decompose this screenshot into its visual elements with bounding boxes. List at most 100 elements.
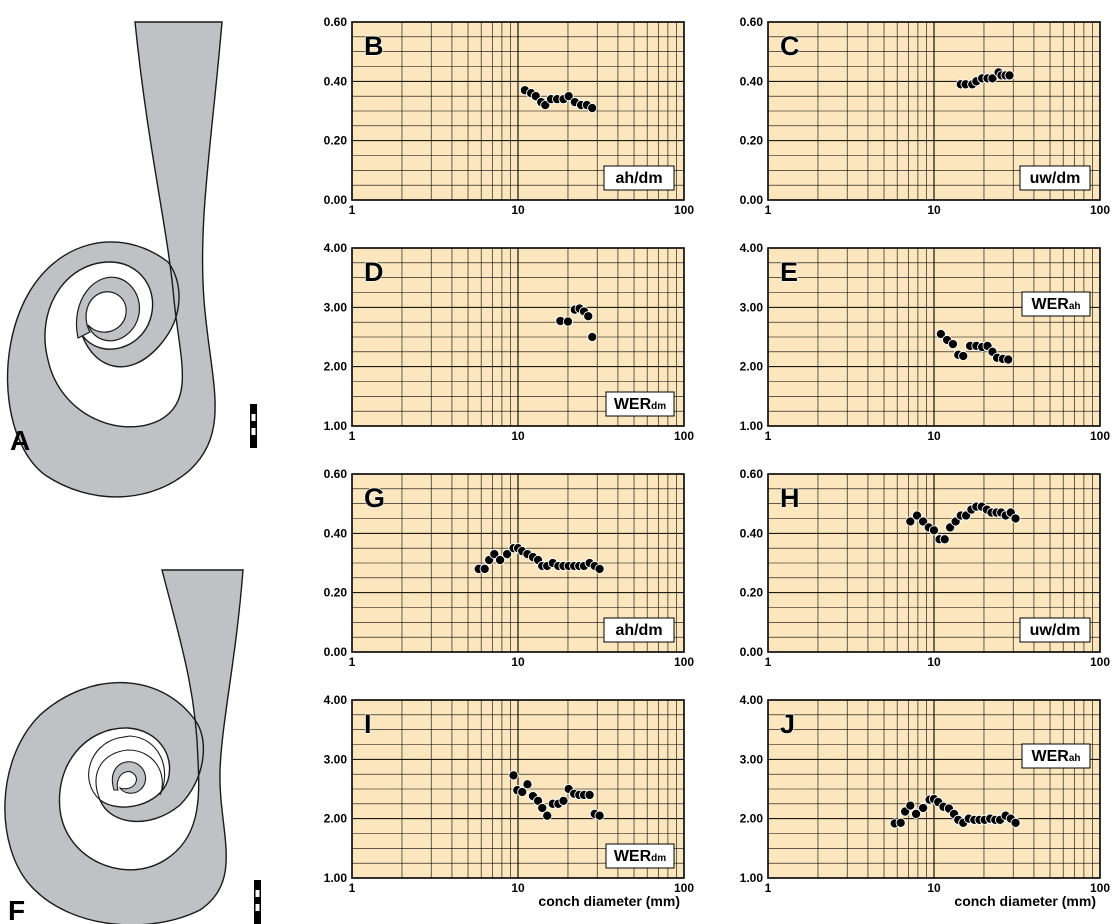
chart-panel-letter: D: [364, 257, 384, 287]
plot-frame: [351, 473, 685, 653]
plot-frame: [767, 21, 1101, 201]
variable-label: WERah: [1032, 748, 1081, 765]
y-tick-label: 1.00: [740, 419, 764, 433]
chart-d: 1.00 2.00 3.00 4.00 1 10 100 D WERdm: [324, 241, 695, 443]
y-tick-label: 0.00: [324, 193, 348, 207]
y-tick-label: 1.00: [324, 871, 348, 885]
x-tick-label: 10: [511, 429, 525, 443]
x-tick-label: 10: [927, 881, 941, 895]
y-tick-label: 4.00: [324, 241, 348, 255]
y-tick-label: 1.00: [740, 871, 764, 885]
variable-label-main: ah/dm: [615, 622, 662, 639]
y-tick-label: 4.00: [740, 241, 764, 255]
data-point: [905, 800, 916, 811]
variable-label-main: ah/dm: [615, 170, 662, 187]
y-tick-label: 0.20: [740, 586, 764, 600]
shell-f-outer-whorl: [4, 569, 244, 924]
x-tick-label: 100: [1090, 203, 1110, 217]
variable-label-box: [1019, 165, 1091, 191]
variable-label: WERah: [1032, 296, 1081, 313]
data-point: [594, 563, 605, 574]
variable-label-box: [603, 165, 675, 191]
y-tick-label: 4.00: [740, 693, 764, 707]
chart-panel-letter: B: [364, 31, 384, 61]
data-point: [1004, 70, 1015, 81]
data-point: [508, 770, 519, 781]
variable-label: WERdm: [614, 396, 666, 413]
chart-h: 0.00 0.20 0.40 0.60 1 10 100 Huw/dm: [740, 467, 1111, 669]
chart-j: 1.00 2.00 3.00 4.00 1 10 100 J WERah conch diamet…: [740, 693, 1111, 909]
y-tick-label: 0.60: [740, 15, 764, 29]
y-tick-label: 0.20: [740, 134, 764, 148]
plot-frame: [351, 247, 685, 427]
x-tick-label: 1: [349, 881, 356, 895]
x-tick-label: 10: [927, 655, 941, 669]
data-point: [495, 554, 506, 566]
data-point: [542, 810, 553, 821]
figure-panel-label-f: F: [8, 895, 25, 924]
data-point: [958, 350, 969, 362]
variable-label-box: [605, 391, 675, 417]
data-point: [502, 549, 513, 560]
shell-drawing-f: [4, 569, 261, 924]
figure-panel-label-a: A: [10, 425, 30, 456]
variable-label-main: WER: [614, 848, 652, 865]
variable-label-main: WER: [614, 396, 652, 413]
variable-label-main: uw/dm: [1030, 622, 1081, 639]
x-axis-label: conch diameter (mm): [538, 893, 680, 909]
x-axis-label: conch diameter (mm): [954, 893, 1096, 909]
x-tick-label: 100: [674, 655, 694, 669]
data-point: [594, 810, 605, 821]
x-tick-label: 10: [511, 881, 525, 895]
x-tick-label: 10: [511, 655, 525, 669]
data-point: [939, 534, 950, 545]
data-point: [1010, 817, 1021, 828]
data-point: [537, 802, 548, 814]
variable-label-main: WER: [1032, 296, 1070, 313]
data-point: [562, 316, 574, 327]
x-tick-label: 10: [927, 429, 941, 443]
y-tick-label: 3.00: [324, 300, 348, 314]
scale-bar-f: [254, 880, 261, 924]
x-tick-label: 100: [674, 203, 694, 217]
chart-panel-letter: I: [364, 709, 372, 739]
x-tick-label: 100: [674, 881, 694, 895]
variable-label: ah/dm: [615, 170, 662, 187]
data-point: [563, 91, 574, 102]
plot-frame: [767, 699, 1101, 879]
x-tick-label: 100: [1090, 881, 1110, 895]
shell-a-outer-whorl: [6, 21, 223, 498]
data-point: [583, 311, 594, 322]
data-point: [895, 817, 906, 828]
y-tick-label: 2.00: [740, 360, 764, 374]
chart-b: 0.00 0.20 0.40 0.60 1 10 100 Bah/dm: [324, 15, 695, 217]
variable-label: ah/dm: [615, 622, 662, 639]
data-point: [558, 795, 569, 806]
x-tick-label: 10: [511, 203, 525, 217]
plot-frame: [351, 21, 685, 201]
y-tick-label: 0.00: [324, 645, 348, 659]
data-point: [517, 786, 528, 798]
y-tick-label: 0.40: [324, 74, 348, 88]
data-point: [911, 510, 923, 521]
variable-label-box: [1019, 617, 1091, 643]
x-tick-label: 10: [927, 203, 941, 217]
data-point: [928, 525, 940, 536]
x-tick-label: 1: [349, 203, 356, 217]
scale-bar-a: [250, 404, 257, 448]
x-tick-label: 1: [765, 655, 772, 669]
y-tick-label: 0.20: [324, 586, 348, 600]
y-tick-label: 2.00: [324, 360, 348, 374]
x-tick-label: 1: [765, 429, 772, 443]
scale-bar-f-tick: [255, 904, 260, 911]
variable-label-box: [1021, 291, 1091, 317]
x-tick-label: 1: [349, 655, 356, 669]
variable-label-main: WER: [1032, 748, 1070, 765]
y-tick-label: 0.00: [740, 645, 764, 659]
plots-layer: 0.00 0.20 0.40 0.60 1 10 100 Bah/dm 0.00 0.20 0.40…: [324, 15, 1111, 909]
x-tick-label: 1: [765, 203, 772, 217]
y-tick-label: 2.00: [740, 812, 764, 826]
chart-i: 1.00 2.00 3.00 4.00 1 10 100 I WERdm conch diamet…: [324, 693, 695, 909]
chart-g: 0.00 0.20 0.40 0.60 1 10 100 Gah/dm: [324, 467, 695, 669]
data-point: [584, 789, 595, 800]
